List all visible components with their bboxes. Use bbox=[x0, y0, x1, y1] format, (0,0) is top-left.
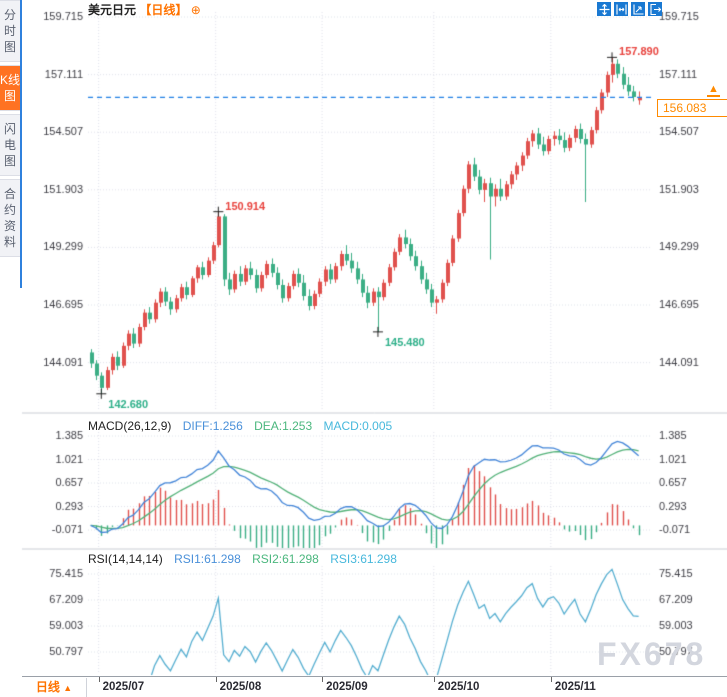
rsi3-value: RSI3:61.298 bbox=[330, 552, 397, 566]
last-price-box: 156.083 bbox=[657, 99, 727, 117]
instrument-title: 美元日元 bbox=[88, 3, 137, 17]
macd-dea-value: DEA:1.253 bbox=[254, 419, 313, 433]
sidebar-accent-line bbox=[20, 0, 22, 288]
last-price-value: 156.083 bbox=[663, 101, 707, 115]
macd-diff-value: DIFF:1.256 bbox=[182, 419, 243, 433]
rsi-params-label: RSI(14,14,14) bbox=[88, 552, 163, 566]
x-axis-tick bbox=[433, 677, 435, 682]
macd-header: MACD(26,12,9) DIFF:1.256 DEA:1.253 MACD:… bbox=[88, 419, 392, 433]
period-tag: 【日线】 bbox=[139, 3, 188, 17]
exit-fullscreen-icon[interactable] bbox=[648, 2, 662, 16]
sidebar-item-timeshare[interactable]: 分时图 bbox=[0, 0, 20, 62]
x-axis-label: 2025/08 bbox=[219, 681, 262, 693]
x-axis-tick bbox=[322, 677, 324, 682]
add-indicator-icon[interactable]: ⊕ bbox=[190, 3, 201, 17]
period-selector-button[interactable]: 日线 ▲ bbox=[22, 678, 87, 697]
watermark: FX678 bbox=[597, 636, 707, 672]
x-axis-label: 2025/10 bbox=[437, 681, 480, 693]
rsi1-value: RSI1:61.298 bbox=[174, 552, 241, 566]
x-axis-bar: 日线 ▲ 2025/07 2025/08 2025/09 2025/10 2025/11 bbox=[22, 676, 727, 697]
sidebar-item-contract-info[interactable]: 合约资料 bbox=[0, 179, 20, 257]
crosshair-icon[interactable] bbox=[597, 2, 611, 16]
x-axis-tick bbox=[98, 677, 100, 682]
x-axis-label: 2025/09 bbox=[326, 681, 368, 693]
chart-header: 美元日元 【日线】 ⊕ bbox=[88, 1, 201, 18]
price-up-arrow-icon: ▲ bbox=[707, 83, 720, 97]
macd-value: MACD:0.005 bbox=[323, 419, 393, 433]
period-selector-label: 日线 bbox=[35, 680, 60, 694]
rsi-header: RSI(14,14,14) RSI1:61.298 RSI2:61.298 RS… bbox=[88, 552, 397, 566]
x-axis-tick bbox=[215, 677, 217, 682]
chart-scale-icon[interactable] bbox=[631, 2, 645, 16]
chart-toolbar bbox=[597, 2, 662, 16]
sidebar-item-kline[interactable]: K线图 bbox=[0, 65, 20, 111]
x-axis-label: 2025/11 bbox=[554, 681, 596, 693]
sidebar-item-lightning[interactable]: 闪电图 bbox=[0, 114, 20, 176]
macd-params-label: MACD(26,12,9) bbox=[88, 419, 172, 433]
axis-scale-icon[interactable] bbox=[614, 2, 628, 16]
period-dropdown-arrow-icon: ▲ bbox=[63, 683, 73, 693]
chart-type-sidebar: 分时图 K线图 闪电图 合约资料 bbox=[0, 0, 20, 260]
x-axis-tick bbox=[550, 677, 552, 682]
rsi2-value: RSI2:61.298 bbox=[252, 552, 319, 566]
x-axis-label: 2025/07 bbox=[102, 681, 145, 693]
